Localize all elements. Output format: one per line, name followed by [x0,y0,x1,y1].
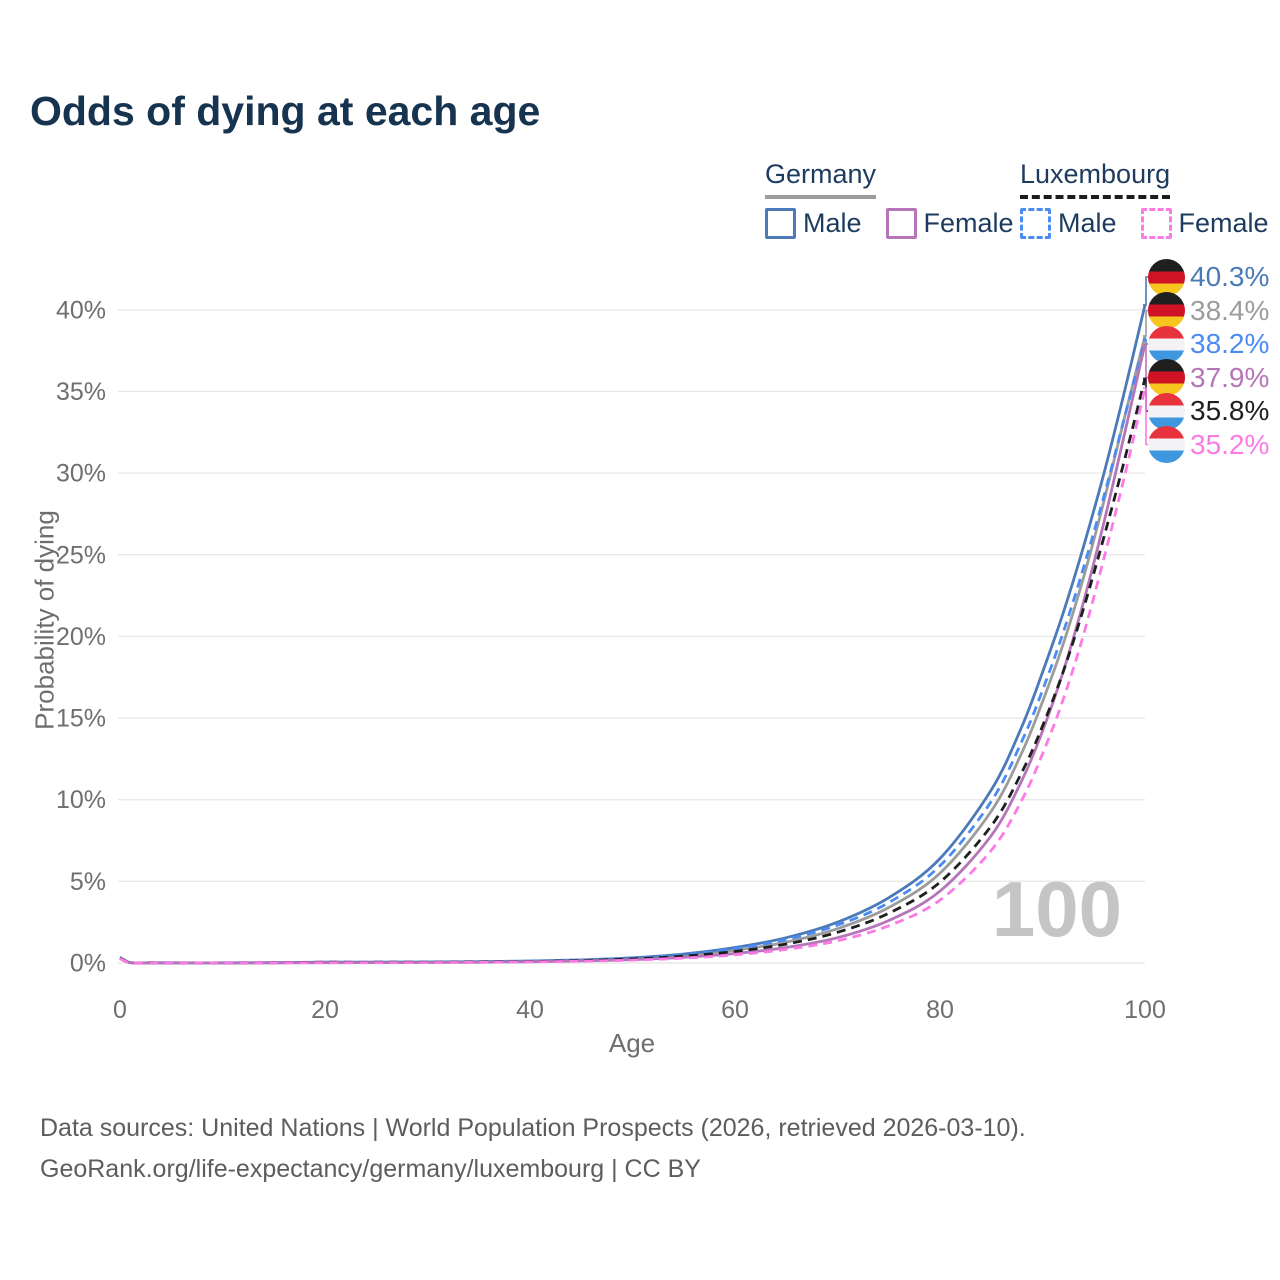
data-sources-line: Data sources: United Nations | World Pop… [40,1114,1026,1142]
legend-label-luxembourg-female: Female [1178,207,1269,238]
y-tick-25: 25% [56,541,106,569]
x-tick-100: 100 [1124,996,1166,1024]
y-tick-10: 10% [56,786,106,814]
legend-label-germany-female: Female [923,207,1014,238]
y-tick-20: 20% [56,623,106,651]
y-tick-40: 40% [56,296,106,324]
y-tick-15: 15% [56,705,106,733]
legend-title-germany[interactable]: Germany [765,159,877,199]
y-tick-0: 0% [70,950,106,978]
footer-attribution: Data sources: United Nations | World Pop… [40,1108,1026,1189]
end-label-value-germany-both: 38.4% [1190,294,1270,326]
y-tick-5: 5% [70,868,106,896]
germany-flag-icon [1148,258,1185,296]
x-tick-80: 80 [926,996,954,1024]
y-axis-title: Probability of dying [29,510,60,730]
end-label-row-germany-both: 38.4% [1148,292,1269,330]
end-label-value-germany-female: 37.9% [1190,361,1270,393]
y-tick-35: 35% [56,378,106,406]
legend-checkbox-luxembourg-male[interactable] [1020,207,1051,239]
legend-group-germany: Germany Male Female [765,159,1014,239]
luxembourg-flag-icon [1148,325,1185,363]
y-tick-30: 30% [56,460,106,488]
legend-checkbox-germany-male[interactable] [765,207,796,239]
germany-flag-icon [1148,292,1185,329]
legend-label-luxembourg-male: Male [1058,207,1117,238]
legend-checkbox-luxembourg-female[interactable] [1140,207,1172,239]
end-label-row-luxembourg-both: 35.8% [1148,392,1269,430]
legend-label-germany-male: Male [803,207,862,238]
page-title: Odds of dying at each age [30,88,541,134]
end-label-value-germany-male: 40.3% [1190,261,1270,292]
legend-group-luxembourg: Luxembourg Male Female [1020,159,1269,239]
legend-item-germany-male[interactable]: Male [765,207,862,239]
luxembourg-flag-icon [1148,392,1185,430]
license-line: GeoRank.org/life-expectancy/germany/luxe… [40,1154,701,1183]
legend-item-germany-female[interactable]: Female [885,207,1014,239]
legend-item-luxembourg-male[interactable]: Male [1020,207,1117,239]
end-label-row-luxembourg-male: 38.2% [1148,325,1269,363]
germany-flag-icon [1148,359,1185,396]
end-label-row-luxembourg-female: 35.2% [1148,426,1269,464]
legend-item-luxembourg-female[interactable]: Female [1140,207,1269,239]
end-label-row-germany-male: 40.3% [1148,258,1269,296]
x-tick-60: 60 [721,996,749,1024]
hover-age-watermark: 100 [991,865,1122,953]
x-tick-20: 20 [311,996,339,1024]
end-label-row-germany-female: 37.9% [1148,359,1269,397]
luxembourg-flag-icon [1148,426,1185,463]
legend-checkbox-germany-female[interactable] [885,207,917,239]
end-label-value-luxembourg-male: 38.2% [1190,328,1270,359]
x-tick-0: 0 [113,996,127,1024]
x-axis-title: Age [608,1028,656,1058]
legend-title-luxembourg[interactable]: Luxembourg [1020,159,1171,199]
end-label-value-luxembourg-female: 35.2% [1190,428,1270,460]
x-tick-40: 40 [516,996,544,1024]
end-label-value-luxembourg-both: 35.8% [1190,395,1270,426]
